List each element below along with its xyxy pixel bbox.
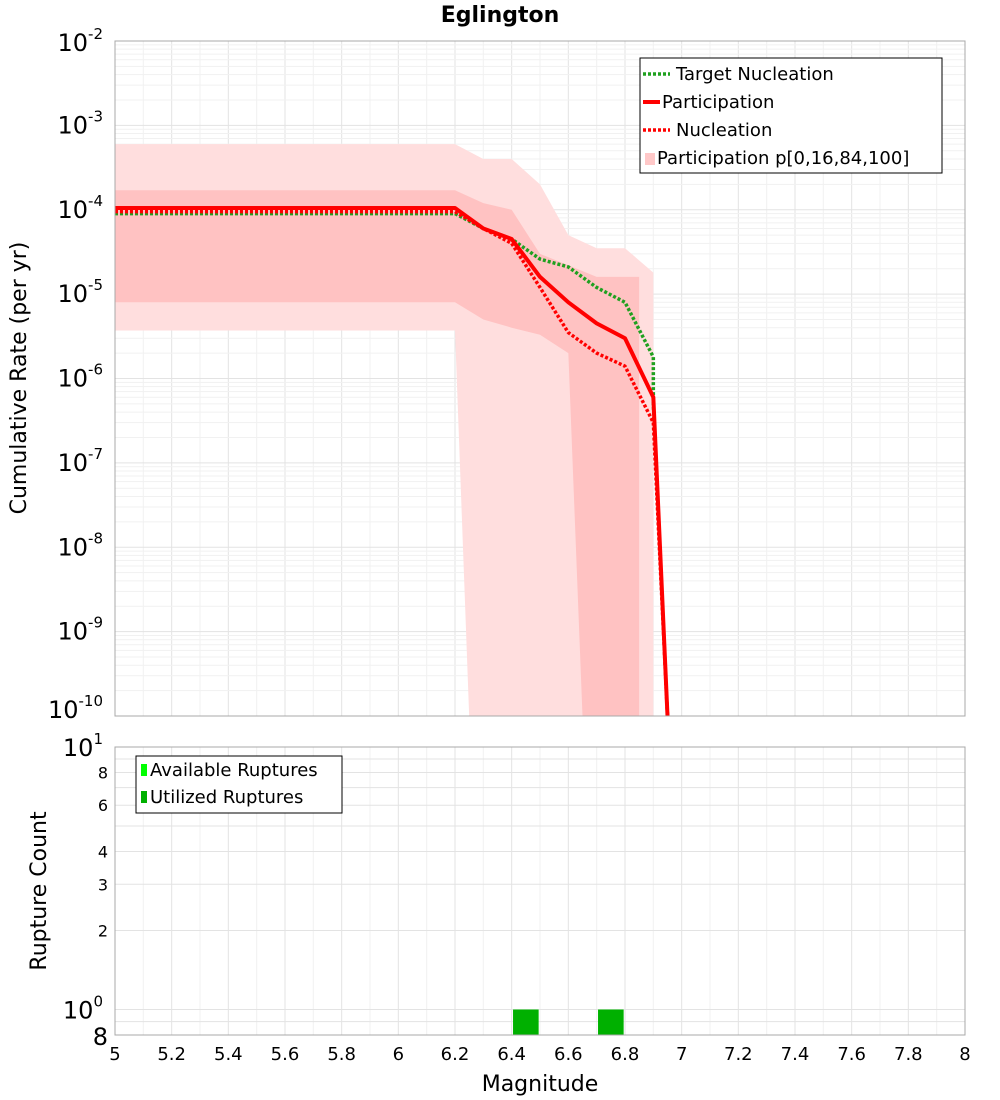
legend-label: Target Nucleation: [675, 64, 834, 85]
y-tick-label: 10-6: [57, 361, 103, 393]
bar-utilized-ruptures: [598, 1009, 624, 1035]
rate-series: [115, 205, 670, 717]
rate-legend: Target Nucleation Participation Nucleation…: [639, 57, 943, 174]
y-tick-label: 2: [98, 922, 108, 941]
x-tick-label: 5.6: [271, 1044, 300, 1065]
x-tick-label: 7.2: [724, 1044, 753, 1065]
y-tick-label: 10-5: [57, 276, 103, 308]
legend-swatch: [141, 791, 147, 803]
rate-y-axis-label: Cumulative Rate (per yr): [7, 242, 32, 515]
rate-y-tick-labels: 10-2 10-3 10-4 10-5 10-6 10-7 10-8 10-9 10-10: [48, 25, 103, 724]
legend-label: Utilized Ruptures: [150, 787, 303, 808]
x-tick-label: 5.2: [157, 1044, 186, 1065]
x-tick-label: 7.8: [894, 1044, 923, 1065]
x-tick-label: 7: [676, 1044, 687, 1065]
series-participation: [115, 205, 670, 717]
x-tick-labels: 5 5.2 5.4 5.6 5.8 6 6.2 6.4 6.6 6.8 7 7.2 7.4 7.6 7.8 8: [109, 1044, 970, 1065]
legend-swatch: [645, 153, 655, 165]
y-tick-label: 6: [98, 796, 108, 815]
x-tick-label: 6.8: [611, 1044, 640, 1065]
y-tick-label: 3: [98, 875, 108, 894]
legend-box: [639, 57, 943, 174]
legend-label: Available Ruptures: [150, 760, 318, 781]
y-tick-label: 10-2: [57, 25, 103, 57]
legend-swatch: [141, 764, 147, 776]
count-y-axis-label: Rupture Count: [27, 811, 52, 971]
x-tick-label: 5.8: [327, 1044, 356, 1065]
bar-utilized-ruptures: [513, 1009, 539, 1035]
x-tick-label: 5.4: [214, 1044, 243, 1065]
legend-label: Participation: [662, 92, 774, 113]
count-plot-frame: [114, 746, 966, 1036]
x-tick-label: 6.2: [441, 1044, 470, 1065]
x-tick-label: 6.6: [554, 1044, 583, 1065]
y-tick-label: 10-3: [57, 107, 103, 139]
x-tick-label: 5: [109, 1044, 120, 1065]
x-axis-label: Magnitude: [482, 1072, 599, 1097]
count-legend: Available Ruptures Utilized Ruptures: [135, 755, 343, 814]
legend-label: Participation p[0,16,84,100]: [657, 148, 909, 169]
y-tick-label: 10-9: [57, 614, 103, 646]
y-tick-label: 10-7: [57, 445, 103, 477]
series-target-nucleation: [115, 211, 670, 717]
legend-label: Nucleation: [676, 120, 772, 141]
y-tick-label: 100: [63, 993, 103, 1025]
y-tick-label: 101: [63, 730, 103, 762]
x-tick-label: 7.6: [837, 1044, 866, 1065]
participation-bands: [115, 144, 654, 716]
x-tick-label: 6.4: [497, 1044, 526, 1065]
y-tick-label: 10-10: [48, 692, 103, 724]
legend-box: [135, 755, 343, 814]
band-participation-p-16-84-: [115, 190, 640, 716]
chart-title: Eglington: [441, 3, 560, 28]
x-tick-label: 6: [393, 1044, 404, 1065]
y-tick-label: 8: [98, 763, 108, 782]
count-bars: [513, 1009, 624, 1035]
y-tick-label: 10-8: [57, 529, 103, 561]
y-tick-label: 8: [93, 1023, 108, 1051]
x-tick-label: 8: [959, 1044, 970, 1065]
y-tick-label: 4: [98, 842, 108, 861]
x-tick-label: 7.4: [781, 1044, 810, 1065]
rate-plot-frame: [114, 40, 966, 717]
y-tick-label: 10-4: [57, 192, 103, 224]
rate-chart: Eglington 10-210-310-410-510-610-710-810…: [7, 3, 966, 724]
